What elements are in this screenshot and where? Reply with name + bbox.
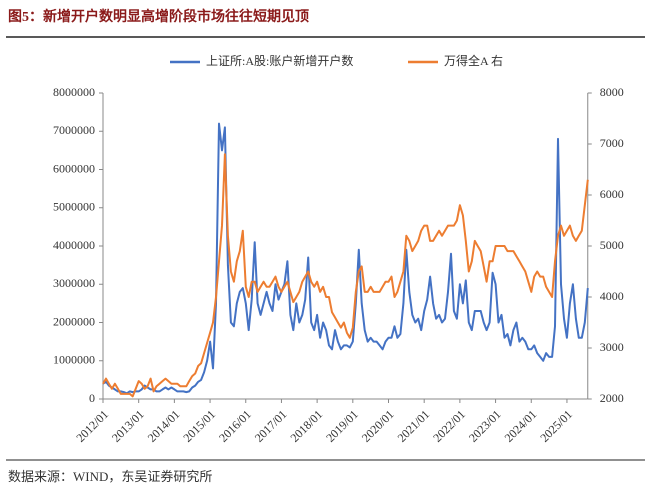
y-tick-label: 6000000 bbox=[53, 161, 95, 175]
x-tick-label: 2019/01 bbox=[323, 407, 361, 445]
x-tick-label: 2022/01 bbox=[430, 407, 468, 445]
x-tick-label: 2023/01 bbox=[466, 407, 504, 445]
legend-label: 上证所:A股:账户新增开户数 bbox=[206, 53, 353, 68]
x-tick-label: 2013/01 bbox=[109, 407, 147, 445]
y2-tick-label: 6000 bbox=[600, 187, 624, 201]
chart-title: 图5：新增开户数明显高增阶段市场往往短期见顶 bbox=[8, 8, 309, 25]
series-line bbox=[102, 153, 589, 398]
series-line bbox=[102, 122, 589, 395]
y2-tick-label: 7000 bbox=[600, 136, 624, 150]
y2-tick-label: 5000 bbox=[600, 238, 624, 252]
y-tick-label: 1000000 bbox=[53, 353, 95, 367]
x-tick-label: 2020/01 bbox=[359, 407, 397, 445]
y2-tick-label: 2000 bbox=[600, 391, 624, 405]
y-tick-label: 5000000 bbox=[53, 200, 95, 214]
x-tick-label: 2018/01 bbox=[287, 407, 325, 445]
x-tick-label: 2024/01 bbox=[502, 407, 540, 445]
y-tick-label: 8000000 bbox=[53, 85, 95, 99]
x-tick-label: 2025/01 bbox=[537, 407, 575, 445]
y2-tick-label: 3000 bbox=[600, 340, 624, 354]
y-tick-label: 2000000 bbox=[53, 314, 95, 328]
legend-label: 万得全A 右 bbox=[444, 53, 503, 68]
x-tick-label: 2014/01 bbox=[145, 407, 183, 445]
y2-tick-label: 8000 bbox=[600, 85, 624, 99]
x-tick-label: 2016/01 bbox=[216, 407, 254, 445]
y-tick-label: 0 bbox=[89, 391, 95, 405]
y-tick-label: 7000000 bbox=[53, 123, 95, 137]
x-tick-label: 2017/01 bbox=[252, 407, 290, 445]
x-tick-label: 2021/01 bbox=[395, 407, 433, 445]
y-tick-label: 4000000 bbox=[53, 238, 95, 252]
source: 数据来源：WIND，东吴证券研究所 bbox=[8, 469, 212, 484]
x-tick-label: 2015/01 bbox=[180, 407, 218, 445]
x-tick-label: 2012/01 bbox=[73, 407, 111, 445]
y2-tick-label: 4000 bbox=[600, 289, 624, 303]
y-tick-label: 3000000 bbox=[53, 276, 95, 290]
